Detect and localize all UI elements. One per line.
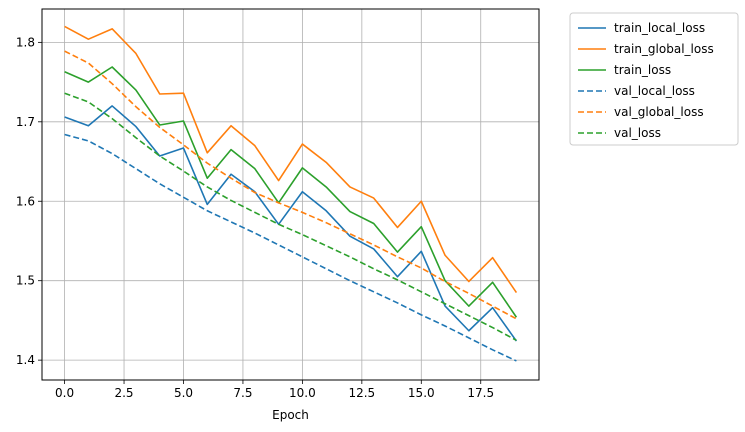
series-line-train-local-loss — [64, 105, 518, 342]
plot-frame — [41, 8, 540, 381]
series-line-val-local-loss — [64, 133, 517, 362]
x-tick-label: 0.0 — [55, 386, 74, 400]
legend-label: val_global_loss — [614, 105, 704, 119]
legend-label: train_global_loss — [614, 42, 714, 56]
x-tick-label: 12.5 — [348, 386, 375, 400]
y-tick-label: 1.4 — [16, 353, 35, 367]
legend-box — [569, 12, 739, 146]
legend-label: val_local_loss — [614, 84, 695, 98]
y-axis: 1.4 1.5 1.6 1.7 1.8 — [16, 35, 42, 367]
y-tick-label: 1.8 — [16, 35, 35, 49]
y-tick-label: 1.6 — [16, 194, 35, 208]
x-axis: 0.0 2.5 5.0 7.5 10.0 12.5 15.0 17.5 — [55, 380, 494, 400]
y-tick-label: 1.7 — [16, 115, 35, 129]
x-tick-label: 5.0 — [174, 386, 193, 400]
legend: train_local_loss train_global_loss train_l… — [569, 12, 739, 146]
x-tick-label: 10.0 — [289, 386, 316, 400]
x-tick-label: 17.5 — [467, 386, 494, 400]
legend-label: val_loss — [614, 126, 661, 140]
legend-label: train_loss — [614, 63, 671, 77]
series-line-val-global-loss — [64, 50, 517, 320]
grid — [42, 9, 539, 380]
x-tick-label: 2.5 — [114, 386, 133, 400]
legend-label: train_local_loss — [614, 21, 705, 35]
series-line-train-global-loss — [64, 25, 518, 294]
y-tick-label: 1.5 — [16, 274, 35, 288]
series-line-train-loss — [64, 66, 518, 318]
x-tick-label: 15.0 — [408, 386, 435, 400]
x-tick-label: 7.5 — [233, 386, 252, 400]
series-layer — [64, 25, 518, 362]
x-axis-label: Epoch — [272, 408, 309, 422]
series-line-val-loss — [64, 92, 517, 341]
